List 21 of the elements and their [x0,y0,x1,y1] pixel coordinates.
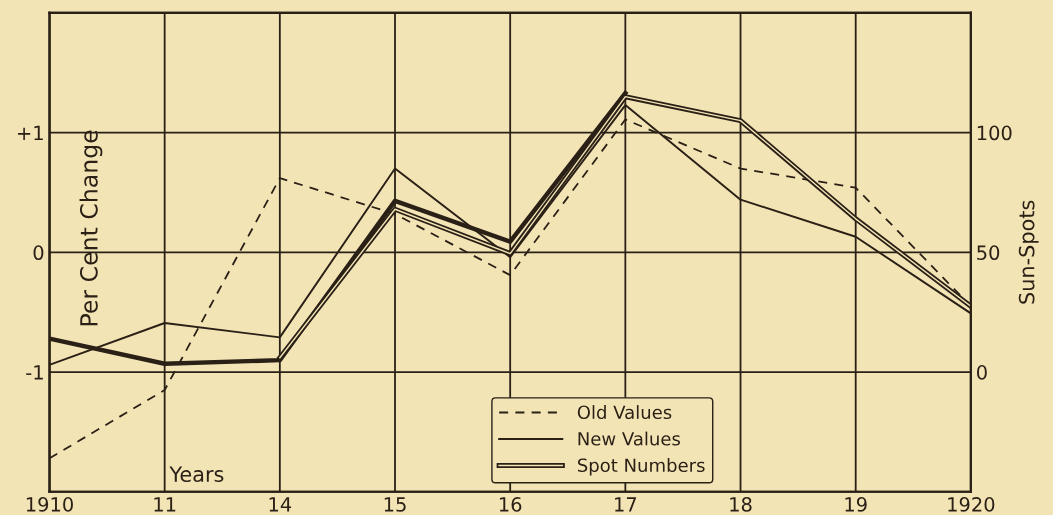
y2-axis-title: Sun-Spots [1018,200,1039,304]
y2-tick-label: 50 [977,245,1000,261]
x-tick-label: 18 [730,497,752,512]
y-tick-label: +1 [18,125,43,140]
x-tick-label: 1920 [948,497,995,512]
y-tick-label: -1 [26,365,43,380]
legend-label: Old Values [577,405,672,420]
y2-tick-label: 0 [977,365,987,380]
x-tick-label: 16 [499,497,522,512]
y-tick-label: 0 [33,245,44,261]
x-tick-label: 17 [615,497,637,512]
x-axis-title: Years [169,466,224,483]
legend-label: Spot Numbers [577,458,705,476]
x-tick-label: 11 [154,497,176,512]
y-axis-title: Per Cent Change [79,130,103,326]
legend-label: New Values [578,431,680,446]
y2-tick-label: 100 [977,125,1012,141]
x-tick-label: 15 [384,497,406,512]
x-tick-label: 19 [845,497,867,512]
x-tick-label: 14 [269,497,292,512]
x-tick-label: 1910 [26,497,73,512]
